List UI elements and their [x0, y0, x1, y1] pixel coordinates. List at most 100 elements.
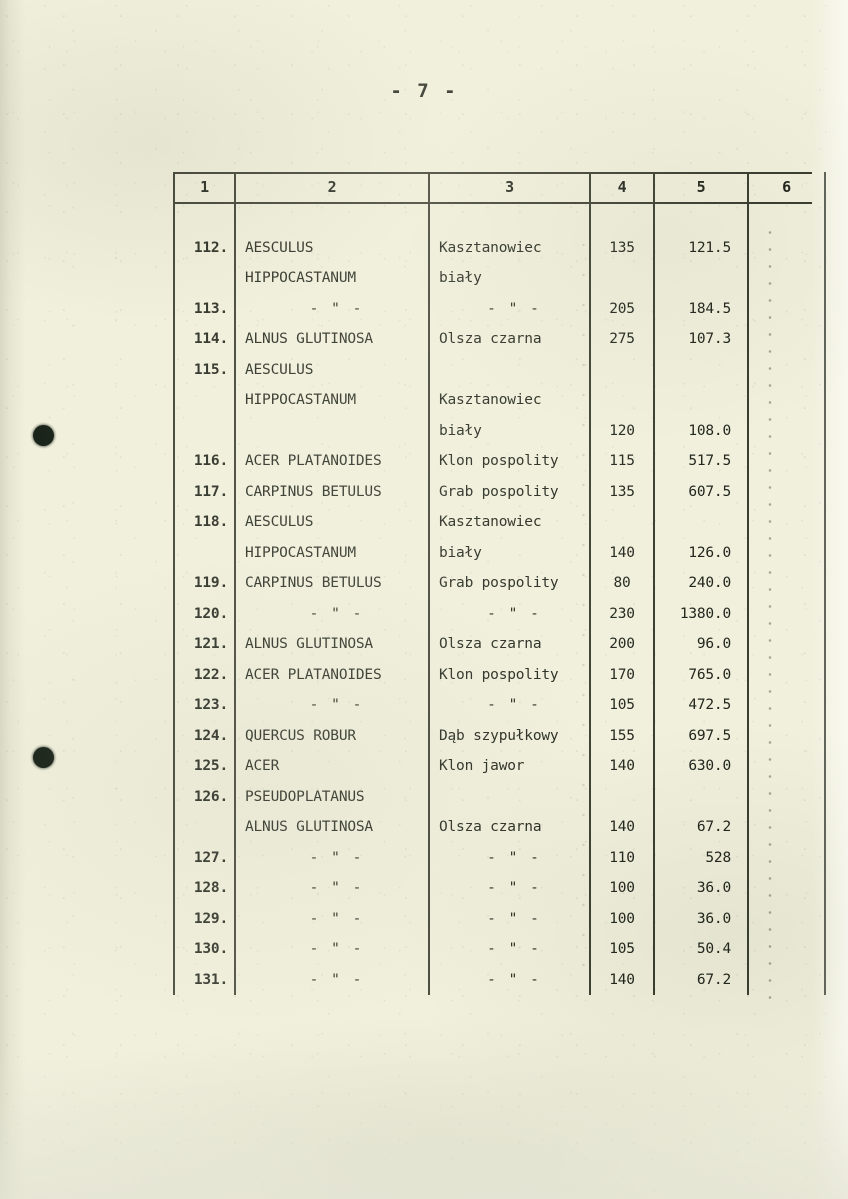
measure-cell-4: 230	[589, 598, 655, 629]
latin-name-cell: AESCULUS	[234, 507, 430, 538]
latin-name-cell: - " -	[234, 964, 430, 995]
table-row: 122. ACER PLATANOIDES Klon pospolity 170 765…	[173, 659, 826, 690]
measure-cell-5: 517.5	[653, 446, 749, 477]
table-row: HIPPOCASTANUM biały	[173, 263, 826, 294]
measure-cell-5: 184.5	[653, 293, 749, 324]
measure-cell-5: 126.0	[653, 537, 749, 568]
column-header-2: 2	[234, 172, 430, 202]
row-number-cell: 125.	[173, 751, 236, 782]
table-row: HIPPOCASTANUM Kasztanowiec	[173, 385, 826, 416]
measure-cell-5: 240.0	[653, 568, 749, 599]
notes-cell	[747, 415, 826, 446]
polish-name-cell: Kasztanowiec	[428, 385, 591, 416]
notes-cell	[747, 812, 826, 843]
latin-name-cell: CARPINUS BETULUS	[234, 568, 430, 599]
polish-name-cell: Grab pospolity	[428, 476, 591, 507]
latin-name-cell: - " -	[234, 934, 430, 965]
measure-cell-4: 170	[589, 659, 655, 690]
measure-cell-5: 528	[653, 842, 749, 873]
measure-cell-4: 155	[589, 720, 655, 751]
table-row: 118. AESCULUS Kasztanowiec	[173, 507, 826, 538]
table-body: 1 2 3 4 5 6 112. AESCULUS Kasztanowiec 135 1…	[173, 172, 826, 995]
table-row: HIPPOCASTANUM biały 140 126.0	[173, 537, 826, 568]
table-row: 131. - " -- " -140 67.2	[173, 964, 826, 995]
measure-cell-4: 135	[589, 232, 655, 263]
latin-name-cell: - " -	[234, 293, 430, 324]
scan-edge-shadow-bottom	[0, 1049, 848, 1199]
row-number-cell: 113.	[173, 293, 236, 324]
row-number-cell: 128.	[173, 873, 236, 904]
table-row: 116. ACER PLATANOIDES Klon pospolity 115 517…	[173, 446, 826, 477]
tree-measurement-table: 1 2 3 4 5 6 112. AESCULUS Kasztanowiec 135 1…	[173, 172, 826, 995]
measure-cell-5	[653, 385, 749, 416]
table-row: 114. ALNUS GLUTINOSA Olsza czarna 275 107.3	[173, 324, 826, 355]
row-number-cell: 126.	[173, 781, 236, 812]
measure-cell-5: 36.0	[653, 873, 749, 904]
notes-cell	[747, 964, 826, 995]
measure-cell-4	[589, 385, 655, 416]
notes-cell	[747, 934, 826, 965]
latin-name-cell: PSEUDOPLATANUS	[234, 781, 430, 812]
column-header-3: 3	[428, 172, 591, 202]
row-number-cell: 121.	[173, 629, 236, 660]
table-spacer-row	[173, 202, 826, 233]
latin-name-cell: QUERCUS ROBUR	[234, 720, 430, 751]
table-header-row: 1 2 3 4 5 6	[173, 172, 826, 202]
measure-cell-5	[653, 263, 749, 294]
measure-cell-5: 108.0	[653, 415, 749, 446]
measure-cell-5: 67.2	[653, 964, 749, 995]
polish-name-cell: Kasztanowiec	[428, 507, 591, 538]
latin-name-cell: ACER PLATANOIDES	[234, 659, 430, 690]
row-number-cell: 114.	[173, 324, 236, 355]
hole-punch-mark-top	[33, 425, 54, 446]
measure-cell-4: 140	[589, 751, 655, 782]
table-row: 112. AESCULUS Kasztanowiec 135 121.5	[173, 232, 826, 263]
table-header-rule	[173, 202, 812, 204]
measure-cell-4	[589, 781, 655, 812]
notes-cell	[747, 751, 826, 782]
latin-name-cell: ALNUS GLUTINOSA	[234, 812, 430, 843]
spacer-cell-2	[234, 202, 430, 233]
measure-cell-4: 100	[589, 873, 655, 904]
latin-name-cell: HIPPOCASTANUM	[234, 385, 430, 416]
table-row: 130. - " -- " -105 50.4	[173, 934, 826, 965]
measure-cell-5: 36.0	[653, 903, 749, 934]
row-number-cell: 116.	[173, 446, 236, 477]
measure-cell-4: 200	[589, 629, 655, 660]
notes-cell	[747, 263, 826, 294]
latin-name-cell	[234, 415, 430, 446]
page-number: - 7 -	[390, 80, 458, 102]
polish-name-cell: - " -	[428, 964, 591, 995]
row-number-cell	[173, 415, 236, 446]
table-row: 119. CARPINUS BETULUS Grab pospolity 80 240.…	[173, 568, 826, 599]
measure-cell-5: 697.5	[653, 720, 749, 751]
row-number-cell: 117.	[173, 476, 236, 507]
row-number-cell: 115.	[173, 354, 236, 385]
table-row: 115. AESCULUS	[173, 354, 826, 385]
measure-cell-4: 205	[589, 293, 655, 324]
row-number-cell	[173, 263, 236, 294]
polish-name-cell: - " -	[428, 598, 591, 629]
spacer-cell-5	[653, 202, 749, 233]
table-row: 127. - " -- " -110 528	[173, 842, 826, 873]
notes-cell	[747, 507, 826, 538]
measure-cell-5	[653, 354, 749, 385]
notes-cell	[747, 598, 826, 629]
polish-name-cell: - " -	[428, 690, 591, 721]
table-row: 117. CARPINUS BETULUS Grab pospolity 135 607…	[173, 476, 826, 507]
notes-cell	[747, 629, 826, 660]
column-header-1: 1	[173, 172, 236, 202]
measure-cell-4: 100	[589, 903, 655, 934]
table-row: biały 120 108.0	[173, 415, 826, 446]
polish-name-cell: - " -	[428, 293, 591, 324]
polish-name-cell: Klon pospolity	[428, 446, 591, 477]
row-number-cell: 124.	[173, 720, 236, 751]
table-row: 124. QUERCUS ROBUR Dąb szypułkowy 155 697.5	[173, 720, 826, 751]
latin-name-cell: - " -	[234, 842, 430, 873]
table-row: 125. ACER Klon jawor 140 630.0	[173, 751, 826, 782]
measure-cell-5: 67.2	[653, 812, 749, 843]
polish-name-cell	[428, 354, 591, 385]
row-number-cell: 120.	[173, 598, 236, 629]
polish-name-cell: - " -	[428, 934, 591, 965]
latin-name-cell: - " -	[234, 903, 430, 934]
